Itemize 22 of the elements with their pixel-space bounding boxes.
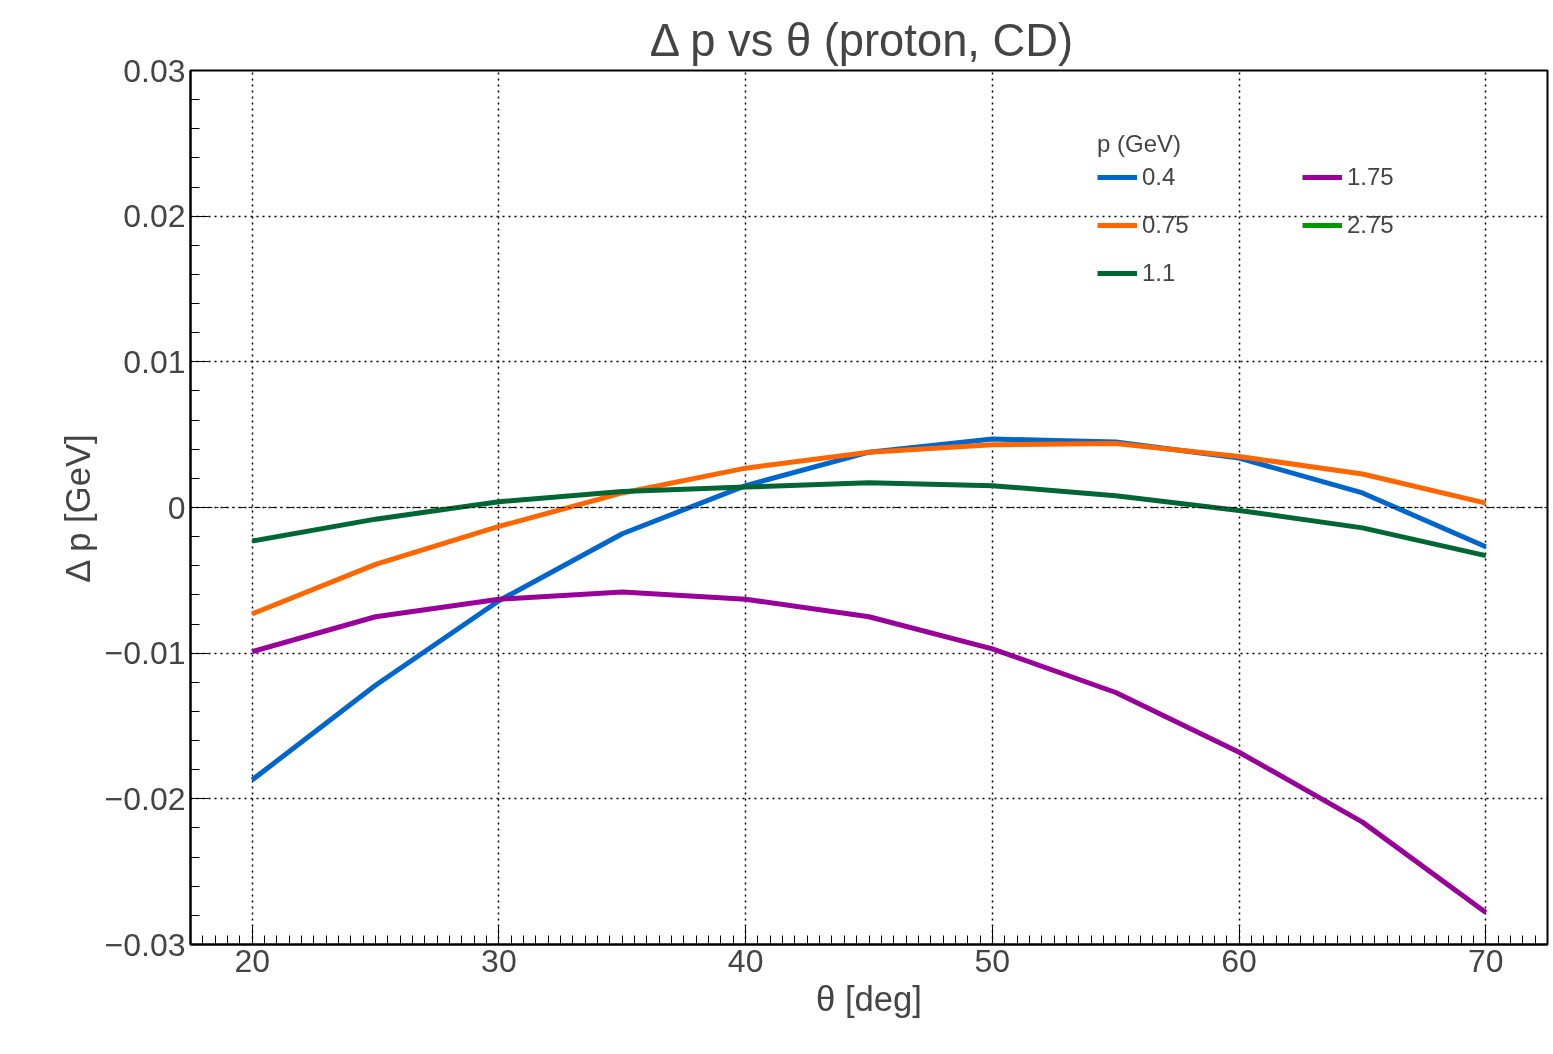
legend-label: 1.1 xyxy=(1142,259,1177,287)
y-tick-label: 0.03 xyxy=(123,52,186,89)
legend-label: 0.4 xyxy=(1142,163,1177,191)
x-tick-label: 40 xyxy=(727,942,764,979)
legend-label: 1.75 xyxy=(1347,163,1395,191)
x-tick-label: 20 xyxy=(234,942,270,979)
chart-title: Δ p vs θ (proton, CD) xyxy=(649,14,1074,66)
x-tick-label: 50 xyxy=(974,942,1011,979)
y-tick-label: 0.01 xyxy=(123,343,186,380)
y-tick-label: 0 xyxy=(167,489,186,526)
legend-label: 0.75 xyxy=(1142,211,1190,239)
legend-label: 2.75 xyxy=(1347,211,1395,239)
x-tick-label: 70 xyxy=(1468,942,1504,979)
y-axis-title: Δ p [GeV] xyxy=(58,434,97,583)
legend-title: p (GeV) xyxy=(1097,130,1183,158)
y-tick-label: −0.02 xyxy=(104,780,186,817)
x-tick-label: 30 xyxy=(481,942,517,979)
y-tick-label: −0.01 xyxy=(104,635,186,672)
y-tick-label: 0.02 xyxy=(123,198,186,235)
x-tick-label: 60 xyxy=(1221,942,1257,979)
x-axis-title: θ [deg] xyxy=(816,979,922,1018)
y-tick-label: −0.03 xyxy=(104,926,186,963)
